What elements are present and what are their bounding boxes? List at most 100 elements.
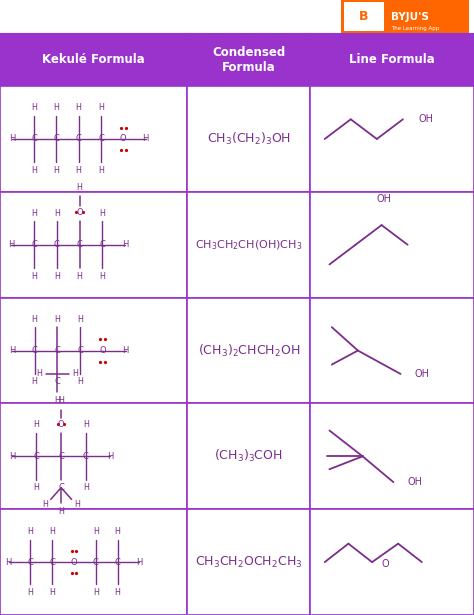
Text: H: H xyxy=(83,483,89,492)
Bar xyxy=(187,192,310,298)
Text: H: H xyxy=(98,166,104,175)
Text: Kekulé Formula: Kekulé Formula xyxy=(42,54,145,66)
Text: C: C xyxy=(58,452,64,461)
Bar xyxy=(0,34,187,86)
Text: H: H xyxy=(107,452,114,461)
Text: H: H xyxy=(55,396,60,405)
Bar xyxy=(310,86,474,192)
Text: H: H xyxy=(100,272,105,280)
Text: C: C xyxy=(54,240,60,249)
Text: C: C xyxy=(34,452,39,461)
Text: O: O xyxy=(120,135,127,143)
Bar xyxy=(0,509,187,615)
Text: $\mathregular{CH_3CH_2CH(OH)CH_3}$: $\mathregular{CH_3CH_2CH(OH)CH_3}$ xyxy=(195,238,302,252)
Text: H: H xyxy=(34,421,39,429)
Text: O: O xyxy=(76,208,83,216)
Text: H: H xyxy=(8,240,15,249)
Text: H: H xyxy=(142,135,149,143)
Text: H: H xyxy=(42,500,48,509)
Text: H: H xyxy=(31,166,37,175)
Text: H: H xyxy=(31,103,37,112)
Text: C: C xyxy=(58,483,64,492)
Text: OH: OH xyxy=(415,369,430,379)
Text: C: C xyxy=(83,452,89,461)
Text: H: H xyxy=(122,346,129,355)
Text: H: H xyxy=(27,528,33,536)
Text: H: H xyxy=(122,240,128,249)
Text: H: H xyxy=(54,166,59,175)
Text: O: O xyxy=(100,346,106,355)
Bar xyxy=(310,192,474,298)
Text: C: C xyxy=(77,346,83,355)
Text: C: C xyxy=(27,558,33,566)
Text: H: H xyxy=(98,103,104,112)
Text: C: C xyxy=(55,346,60,355)
Text: C: C xyxy=(115,558,120,566)
Text: H: H xyxy=(27,588,33,597)
Bar xyxy=(187,298,310,403)
Text: Condensed
Formula: Condensed Formula xyxy=(212,46,285,74)
Text: $\mathregular{CH_3(CH_2)_3OH}$: $\mathregular{CH_3(CH_2)_3OH}$ xyxy=(207,131,291,147)
Text: H: H xyxy=(77,378,83,386)
Text: H: H xyxy=(58,507,64,516)
Text: H: H xyxy=(32,315,37,323)
Text: C: C xyxy=(49,558,55,566)
Text: H: H xyxy=(5,558,12,566)
Text: H: H xyxy=(34,483,39,492)
Text: H: H xyxy=(115,588,120,597)
Text: O: O xyxy=(58,420,64,429)
Text: O: O xyxy=(71,558,77,566)
Bar xyxy=(310,34,474,86)
Text: H: H xyxy=(77,272,82,280)
Text: H: H xyxy=(100,209,105,218)
Text: OH: OH xyxy=(376,194,392,204)
Text: H: H xyxy=(77,183,82,192)
Text: C: C xyxy=(98,135,104,143)
Bar xyxy=(187,509,310,615)
Text: C: C xyxy=(55,378,60,386)
Bar xyxy=(187,34,310,86)
Text: Line Formula: Line Formula xyxy=(349,54,435,66)
Bar xyxy=(187,86,310,192)
Text: H: H xyxy=(31,209,37,218)
Text: H: H xyxy=(77,315,83,323)
Text: C: C xyxy=(54,135,59,143)
Text: H: H xyxy=(115,528,120,536)
Bar xyxy=(310,509,474,615)
Text: C: C xyxy=(31,240,37,249)
Text: H: H xyxy=(54,103,59,112)
Bar xyxy=(0,86,187,192)
Text: H: H xyxy=(9,452,15,461)
Text: OH: OH xyxy=(408,477,423,487)
Text: H: H xyxy=(54,272,60,280)
Bar xyxy=(310,298,474,403)
Bar xyxy=(0,298,187,403)
Text: H: H xyxy=(49,588,55,597)
Text: The Learning App: The Learning App xyxy=(391,26,439,31)
Text: $\mathregular{CH_3CH_2OCH_2CH_3}$: $\mathregular{CH_3CH_2OCH_2CH_3}$ xyxy=(195,555,302,569)
Text: H: H xyxy=(83,421,89,429)
Bar xyxy=(310,34,474,86)
Text: C: C xyxy=(32,346,37,355)
Text: H: H xyxy=(76,166,82,175)
Text: H: H xyxy=(55,315,60,323)
Text: B: B xyxy=(359,10,368,23)
Text: C: C xyxy=(100,240,105,249)
Text: O: O xyxy=(381,559,389,569)
Text: H: H xyxy=(73,370,78,378)
Text: H: H xyxy=(93,528,99,536)
Text: H: H xyxy=(74,500,80,509)
Bar xyxy=(310,403,474,509)
Bar xyxy=(0,34,187,86)
Text: BYJU'S: BYJU'S xyxy=(391,12,429,22)
Bar xyxy=(341,0,469,34)
Text: H: H xyxy=(49,528,55,536)
Bar xyxy=(344,2,384,31)
Text: H: H xyxy=(9,135,15,143)
Text: H: H xyxy=(54,209,60,218)
Text: C: C xyxy=(77,240,82,249)
Bar xyxy=(0,192,187,298)
Bar xyxy=(0,403,187,509)
Text: H: H xyxy=(58,397,64,405)
Bar xyxy=(187,403,310,509)
